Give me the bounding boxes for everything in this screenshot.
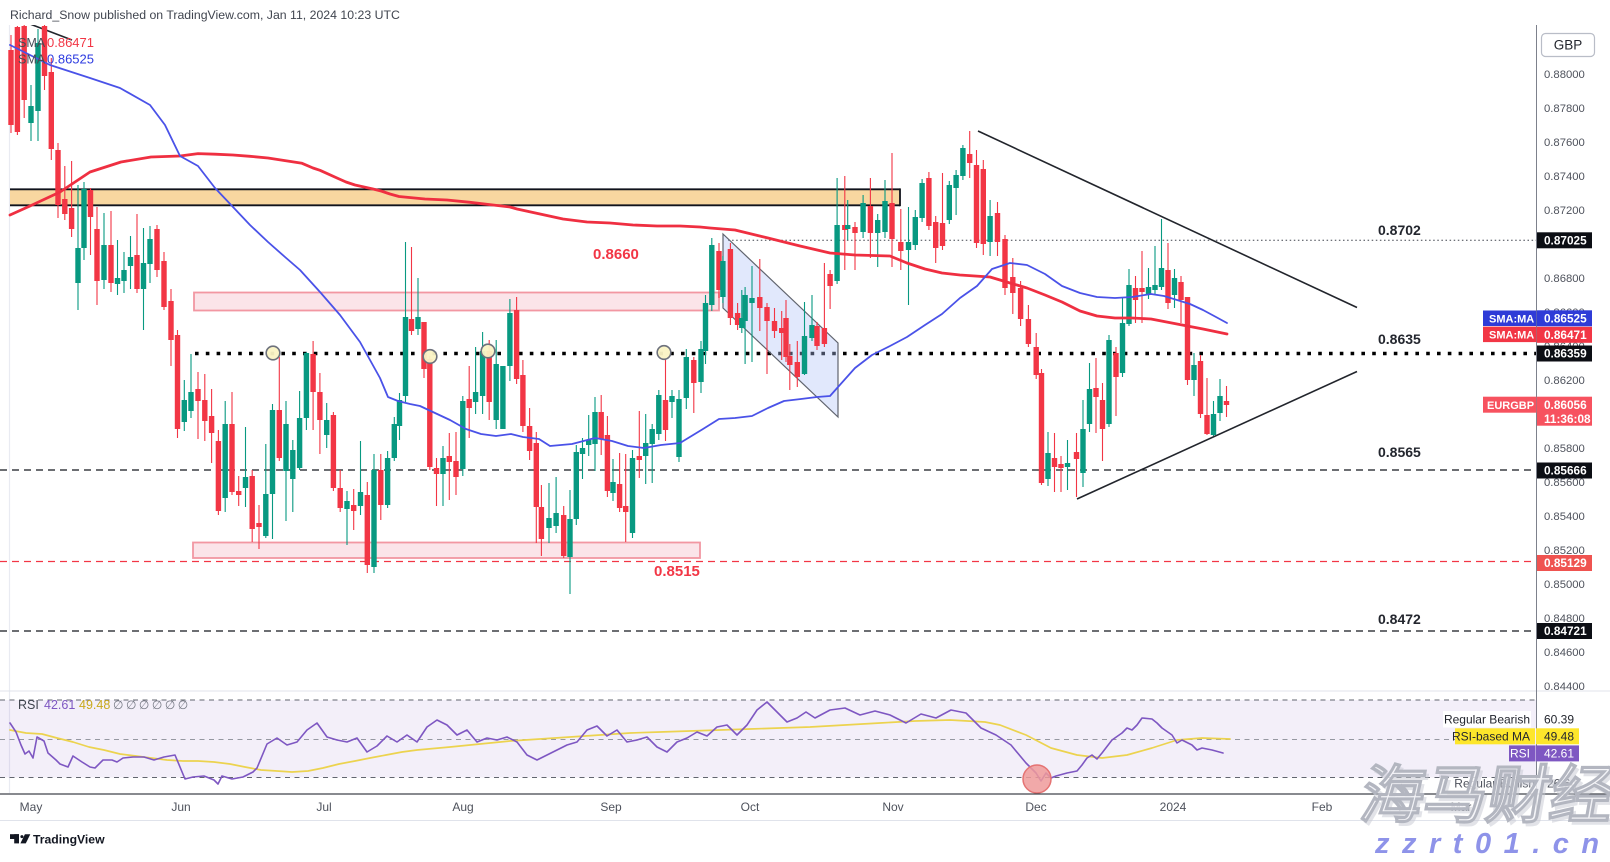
svg-text:0.84800: 0.84800 [1544,613,1585,625]
svg-text:0.86056: 0.86056 [1544,398,1587,412]
svg-text:0.85600: 0.85600 [1544,477,1585,489]
svg-text:0.87025: 0.87025 [1544,234,1587,248]
svg-text:Nov: Nov [882,800,903,814]
svg-text:SMA: SMA [18,53,46,67]
svg-text:海马财经: 海马财经 [1356,761,1610,830]
svg-text:0.8515: 0.8515 [654,563,700,580]
svg-text:26.64: 26.64 [1547,777,1577,791]
svg-text:Sep: Sep [600,800,622,814]
svg-text:0.87600: 0.87600 [1544,137,1585,149]
svg-text:Feb: Feb [1312,800,1333,814]
svg-text:0.8472: 0.8472 [1378,611,1421,627]
svg-text:0.84400: 0.84400 [1544,681,1585,693]
svg-text:0.85000: 0.85000 [1544,579,1585,591]
svg-text:0.8702: 0.8702 [1378,222,1421,238]
svg-text:Dec: Dec [1025,800,1046,814]
svg-text:0.86800: 0.86800 [1544,273,1585,285]
svg-text:SMA: SMA [18,36,46,50]
svg-text:0.85200: 0.85200 [1544,545,1585,557]
svg-text:0.87200: 0.87200 [1544,205,1585,217]
svg-text:0.84600: 0.84600 [1544,647,1585,659]
svg-text:RSI: RSI [18,698,39,712]
svg-text:May: May [20,800,43,814]
svg-text:0.85129: 0.85129 [1544,556,1587,570]
svg-text:海马财经: 海马财经 [1358,765,1610,834]
svg-text:SMA:MA: SMA:MA [1489,314,1534,326]
svg-text:RSI: RSI [1510,747,1530,761]
svg-text:0.85666: 0.85666 [1544,464,1587,478]
svg-text:0.8660: 0.8660 [593,246,639,263]
svg-text:0.86525: 0.86525 [1544,312,1587,326]
svg-text:RSI-based MA: RSI-based MA [1452,730,1530,744]
svg-text:49.48: 49.48 [1544,730,1574,744]
svg-text:0.8565: 0.8565 [1378,444,1421,460]
svg-text:EURGBP: EURGBP [1487,400,1534,412]
svg-text:0.87400: 0.87400 [1544,171,1585,183]
svg-text:TradingView: TradingView [33,833,105,847]
svg-text:42.61: 42.61 [44,698,75,712]
svg-text:2024: 2024 [1160,800,1187,814]
svg-text:∅∅∅∅∅∅: ∅∅∅∅∅∅ [113,698,191,712]
svg-text:0.87800: 0.87800 [1544,103,1585,115]
svg-text:GBP: GBP [1554,38,1583,53]
svg-text:Richard_Snow published on Trad: Richard_Snow published on TradingView.co… [10,8,400,22]
svg-text:Regular Bullish: Regular Bullish [1454,777,1535,791]
svg-text:11:36:08: 11:36:08 [1544,412,1591,426]
svg-text:0.84721: 0.84721 [1544,624,1587,638]
svg-text:0.86471: 0.86471 [47,35,94,50]
svg-text:0.86359: 0.86359 [1544,347,1587,361]
svg-text:49.48: 49.48 [79,698,110,712]
svg-text:Mar: Mar [1451,800,1472,814]
svg-text:42.61: 42.61 [1544,747,1574,761]
svg-text:Jun: Jun [171,800,190,814]
svg-text:Oct: Oct [741,800,760,814]
svg-text:zzrt01.cn: zzrt01.cn [1374,828,1610,857]
svg-text:Regular Bearish: Regular Bearish [1444,713,1530,727]
svg-text:0.86200: 0.86200 [1544,375,1585,387]
svg-text:Aug: Aug [452,800,473,814]
svg-text:0.85800: 0.85800 [1544,443,1585,455]
svg-text:0.86471: 0.86471 [1544,328,1587,342]
svg-text:0.85400: 0.85400 [1544,511,1585,523]
svg-text:0.8635: 0.8635 [1378,331,1421,347]
svg-text:0.86525: 0.86525 [47,52,94,67]
svg-text:60.39: 60.39 [1544,713,1574,727]
svg-text:0.88000: 0.88000 [1544,69,1585,81]
svg-text:Jul: Jul [316,800,331,814]
svg-text:SMA:MA: SMA:MA [1489,330,1534,342]
